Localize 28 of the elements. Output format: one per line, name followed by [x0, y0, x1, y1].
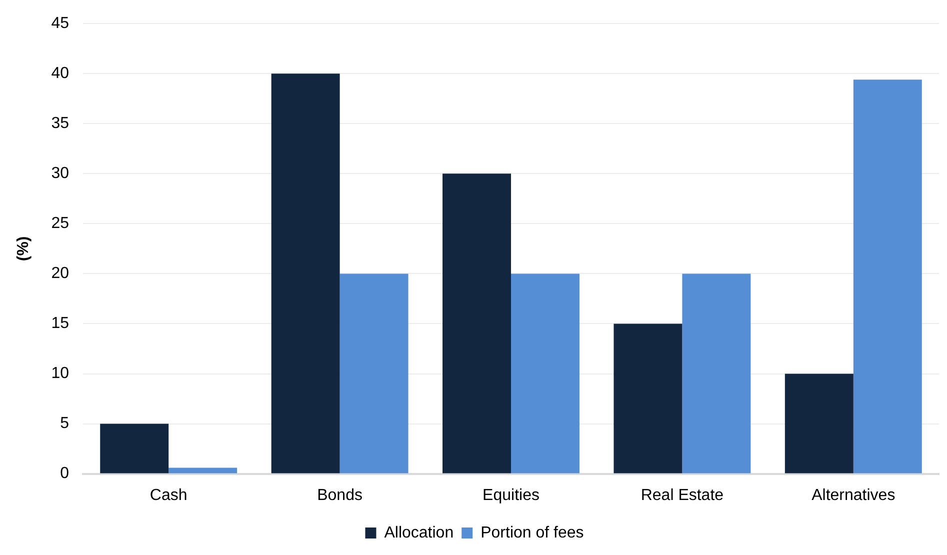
bar	[853, 80, 922, 474]
y-tick-label: 10	[51, 365, 70, 382]
y-tick-label: 40	[51, 65, 70, 82]
bar	[614, 324, 682, 474]
x-tick-label: Alternatives	[812, 486, 896, 504]
x-tick-label: Bonds	[317, 486, 362, 504]
y-tick-label: 30	[51, 165, 70, 182]
y-tick-label: 5	[60, 415, 70, 432]
bar	[442, 174, 511, 474]
y-axis-title: (%)	[15, 236, 32, 262]
bar	[100, 424, 169, 474]
bar	[511, 274, 580, 474]
legend-label: Portion of fees	[480, 524, 584, 542]
y-tick-label: 25	[51, 215, 70, 232]
x-tick-label: Equities	[482, 486, 540, 504]
bar	[340, 274, 408, 474]
y-tick-label: 45	[51, 15, 70, 32]
y-tick-label: 0	[60, 465, 70, 482]
x-tick-label: Real Estate	[640, 486, 724, 504]
bar	[784, 374, 854, 474]
y-tick-label: 35	[51, 115, 70, 132]
bar	[271, 74, 340, 474]
legend-label: Allocation	[384, 524, 454, 542]
y-tick-label: 20	[51, 265, 70, 282]
y-tick-label: 15	[51, 315, 70, 332]
bar	[682, 274, 751, 474]
x-tick-label: Cash	[150, 486, 188, 504]
bar	[168, 468, 238, 474]
